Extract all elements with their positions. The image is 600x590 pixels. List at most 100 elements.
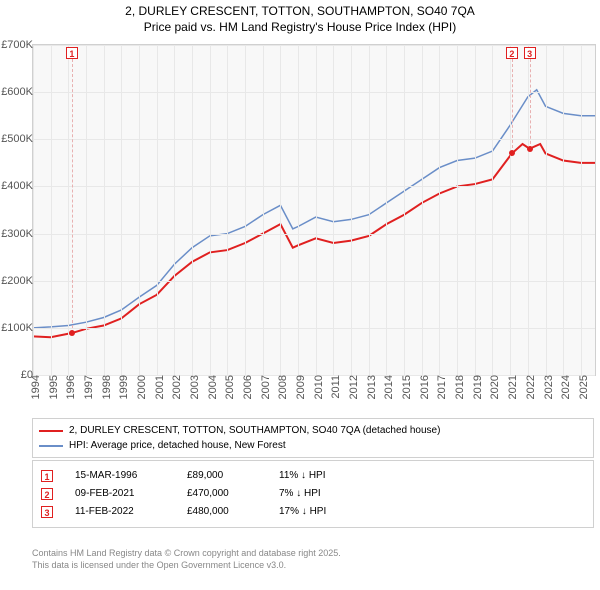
- x-tick-label: 2012: [342, 375, 360, 399]
- gridline-v: [351, 45, 352, 375]
- gridline-v: [263, 45, 264, 375]
- gridline-v: [210, 45, 211, 375]
- gridline-v: [33, 45, 34, 375]
- x-tick-label: 2006: [236, 375, 254, 399]
- event-row: 311-FEB-2022£480,00017% ↓ HPI: [41, 503, 585, 521]
- footer-text: Contains HM Land Registry data © Crown c…: [32, 548, 341, 571]
- marker-dot: [509, 150, 515, 156]
- footer-line-2: This data is licensed under the Open Gov…: [32, 560, 341, 572]
- marker-dot: [527, 146, 533, 152]
- gridline-v: [68, 45, 69, 375]
- y-tick-label: £600K: [1, 86, 33, 98]
- gridline-v: [139, 45, 140, 375]
- x-tick-label: 2015: [395, 375, 413, 399]
- x-tick-label: 2018: [448, 375, 466, 399]
- marker-box: 2: [506, 47, 518, 59]
- plot-area: £0£100K£200K£300K£400K£500K£600K£700K199…: [32, 44, 596, 376]
- footer-line-1: Contains HM Land Registry data © Crown c…: [32, 548, 341, 560]
- event-date: 09-FEB-2021: [75, 485, 165, 503]
- legend-box: 2, DURLEY CRESCENT, TOTTON, SOUTHAMPTON,…: [32, 418, 594, 458]
- gridline-v: [192, 45, 193, 375]
- x-tick-label: 2001: [148, 375, 166, 399]
- events-box: 1 15-MAR-1996 £89,000 11% ↓ HPI 2 09-FEB-2021…: [32, 460, 594, 528]
- gridline-v: [280, 45, 281, 375]
- x-tick-label: 2016: [413, 375, 431, 399]
- x-tick-label: 1997: [77, 375, 95, 399]
- legend-row: 2, DURLEY CRESCENT, TOTTON, SOUTHAMPTON,…: [39, 423, 587, 438]
- x-tick-label: 1998: [95, 375, 113, 399]
- title-line-2: Price paid vs. HM Land Registry's House …: [0, 20, 600, 36]
- gridline-v: [475, 45, 476, 375]
- gridline-v: [404, 45, 405, 375]
- gridline-v: [51, 45, 52, 375]
- event-price: £470,000: [187, 485, 257, 503]
- title-block: 2, DURLEY CRESCENT, TOTTON, SOUTHAMPTON,…: [0, 0, 600, 35]
- x-tick-label: 2005: [218, 375, 236, 399]
- gridline-v: [422, 45, 423, 375]
- x-tick-label: 2013: [360, 375, 378, 399]
- gridline-v: [369, 45, 370, 375]
- gridline-v: [245, 45, 246, 375]
- legend-swatch: [39, 445, 63, 447]
- x-tick-label: 2020: [483, 375, 501, 399]
- x-tick-label: 1999: [112, 375, 130, 399]
- x-tick-label: 1994: [24, 375, 42, 399]
- x-tick-label: 2014: [377, 375, 395, 399]
- x-tick-label: 2002: [165, 375, 183, 399]
- y-tick-label: £200K: [1, 275, 33, 287]
- gridline-v: [581, 45, 582, 375]
- gridline-v: [121, 45, 122, 375]
- gridline-v: [227, 45, 228, 375]
- gridline-v: [174, 45, 175, 375]
- gridline-v: [492, 45, 493, 375]
- gridline-v: [86, 45, 87, 375]
- marker-box: 1: [66, 47, 78, 59]
- event-price: £89,000: [187, 467, 257, 485]
- x-tick-label: 2010: [307, 375, 325, 399]
- x-tick-label: 2011: [324, 375, 342, 399]
- chart-container: 2, DURLEY CRESCENT, TOTTON, SOUTHAMPTON,…: [0, 0, 600, 590]
- event-marker-box: 1: [41, 470, 53, 482]
- gridline-v: [386, 45, 387, 375]
- marker-box: 3: [524, 47, 536, 59]
- x-tick-label: 2004: [201, 375, 219, 399]
- legend-swatch: [39, 430, 63, 432]
- x-tick-label: 2023: [537, 375, 555, 399]
- gridline-v: [546, 45, 547, 375]
- y-tick-label: £100K: [1, 322, 33, 334]
- gridline-v: [104, 45, 105, 375]
- x-tick-label: 2003: [183, 375, 201, 399]
- x-tick-label: 2021: [501, 375, 519, 399]
- gridline-v: [316, 45, 317, 375]
- legend-label: HPI: Average price, detached house, New …: [69, 438, 286, 453]
- marker-line: [512, 59, 513, 153]
- x-tick-label: 2025: [572, 375, 590, 399]
- event-row: 1 15-MAR-1996 £89,000 11% ↓ HPI: [41, 467, 585, 485]
- event-price: £480,000: [187, 503, 257, 521]
- gridline-v: [298, 45, 299, 375]
- y-tick-label: £500K: [1, 133, 33, 145]
- y-tick-label: £300K: [1, 228, 33, 240]
- marker-line: [72, 59, 73, 333]
- event-diff: 17% ↓ HPI: [279, 503, 359, 521]
- x-tick-label: 2019: [466, 375, 484, 399]
- x-tick-label: 1996: [59, 375, 77, 399]
- gridline-v: [439, 45, 440, 375]
- x-tick-label: 2000: [130, 375, 148, 399]
- x-tick-label: 2024: [554, 375, 572, 399]
- legend-label: 2, DURLEY CRESCENT, TOTTON, SOUTHAMPTON,…: [69, 423, 440, 438]
- y-tick-label: £700K: [1, 39, 33, 51]
- x-tick-label: 2009: [289, 375, 307, 399]
- event-marker-box: 2: [41, 488, 53, 500]
- x-tick-label: 1995: [42, 375, 60, 399]
- event-diff: 11% ↓ HPI: [279, 467, 359, 485]
- title-line-1: 2, DURLEY CRESCENT, TOTTON, SOUTHAMPTON,…: [0, 4, 600, 20]
- event-date: 15-MAR-1996: [75, 467, 165, 485]
- marker-line: [530, 59, 531, 149]
- gridline-v: [157, 45, 158, 375]
- event-marker-box: 3: [41, 506, 53, 518]
- marker-dot: [69, 330, 75, 336]
- gridline-v: [457, 45, 458, 375]
- x-tick-label: 2022: [519, 375, 537, 399]
- x-tick-label: 2008: [271, 375, 289, 399]
